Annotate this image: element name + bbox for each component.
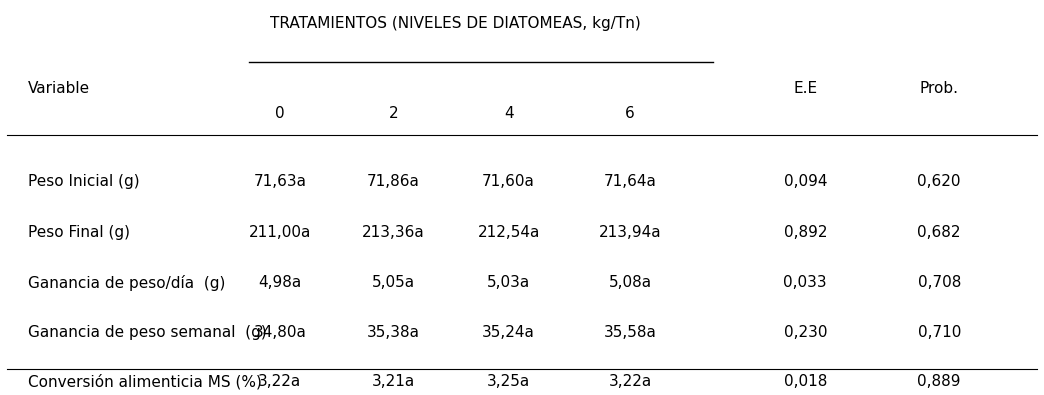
Text: 0: 0 [276,106,285,121]
Text: 3,22a: 3,22a [258,374,302,389]
Text: Ganancia de peso/día  (g): Ganancia de peso/día (g) [27,275,224,291]
Text: 71,64a: 71,64a [603,174,657,189]
Text: 35,38a: 35,38a [366,325,420,340]
Text: Conversión alimenticia MS (%): Conversión alimenticia MS (%) [27,374,261,390]
Text: Variable: Variable [27,81,90,96]
Text: 5,03a: 5,03a [487,275,530,290]
Text: 213,36a: 213,36a [362,225,425,240]
Text: 0,620: 0,620 [918,174,960,189]
Text: 0,892: 0,892 [784,225,827,240]
Text: 0,018: 0,018 [784,374,827,389]
Text: 211,00a: 211,00a [248,225,311,240]
Text: 0,708: 0,708 [918,275,960,290]
Text: 3,22a: 3,22a [609,374,651,389]
Text: 6: 6 [625,106,635,121]
Text: 5,05a: 5,05a [372,275,414,290]
Text: 71,60a: 71,60a [482,174,535,189]
Text: 3,25a: 3,25a [487,374,530,389]
Text: 213,94a: 213,94a [599,225,662,240]
Text: 3,21a: 3,21a [372,374,414,389]
Text: 4,98a: 4,98a [258,275,302,290]
Text: 35,58a: 35,58a [603,325,657,340]
Text: E.E: E.E [793,81,817,96]
Text: 212,54a: 212,54a [477,225,540,240]
Text: Prob.: Prob. [920,81,958,96]
Text: 5,08a: 5,08a [609,275,651,290]
Text: 71,63a: 71,63a [254,174,307,189]
Text: 0,033: 0,033 [783,275,827,290]
Text: 34,80a: 34,80a [254,325,306,340]
Text: 0,710: 0,710 [918,325,960,340]
Text: 2: 2 [388,106,398,121]
Text: Peso Inicial (g): Peso Inicial (g) [27,174,139,189]
Text: 35,24a: 35,24a [482,325,535,340]
Text: 4: 4 [504,106,514,121]
Text: Ganancia de peso semanal  (g): Ganancia de peso semanal (g) [27,325,266,340]
Text: 71,86a: 71,86a [366,174,420,189]
Text: Peso Final (g): Peso Final (g) [27,225,129,240]
Text: 0,094: 0,094 [784,174,827,189]
Text: TRATAMIENTOS (NIVELES DE DIATOMEAS, kg/Tn): TRATAMIENTOS (NIVELES DE DIATOMEAS, kg/T… [269,16,640,31]
Text: 0,682: 0,682 [918,225,960,240]
Text: 0,889: 0,889 [918,374,960,389]
Text: 0,230: 0,230 [784,325,827,340]
